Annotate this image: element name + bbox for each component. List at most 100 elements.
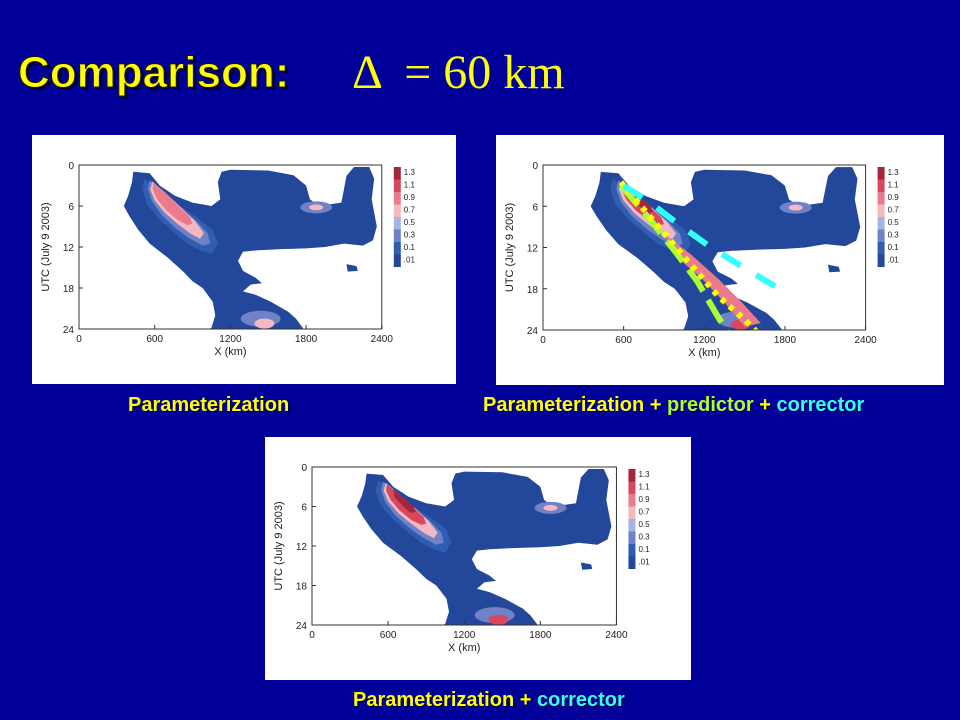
contour-field <box>357 469 612 625</box>
x-tick-label: 1200 <box>453 630 476 641</box>
y-tick-label: 0 <box>301 463 307 474</box>
caption-predictor-corrector: Parameterization + predictor + corrector <box>483 394 864 417</box>
legend-swatch <box>393 242 401 255</box>
contour-level-09 <box>152 182 193 226</box>
legend-label: 0.9 <box>888 193 900 202</box>
legend-swatch <box>877 242 885 255</box>
x-axis-label: X (km) <box>688 347 720 359</box>
y-axis-label: UTC (July 9 2003) <box>40 202 52 291</box>
legend-label: 0.7 <box>638 508 650 517</box>
caption-parameterization: Parameterization <box>128 394 290 416</box>
slide-title: Comparison: <box>17 48 290 98</box>
legend-label: 0.5 <box>638 520 650 529</box>
x-tick-label: 1800 <box>774 335 797 346</box>
legend-label: 0.5 <box>888 218 900 227</box>
y-tick-label: 6 <box>532 202 538 213</box>
legend-swatch <box>628 494 636 507</box>
contour-level-13 <box>393 489 416 514</box>
legend: 1.3 1.1 0.9 0.7 0.5 0.3 0.1 .01 <box>393 167 416 267</box>
contour-level-09 <box>254 318 275 329</box>
legend-label: 0.3 <box>404 231 416 240</box>
caption-corrector-text: corrector <box>536 689 625 711</box>
y-tick-label: 18 <box>296 582 308 593</box>
legend-label: 1.3 <box>404 168 416 177</box>
contour-field <box>123 167 377 329</box>
legend: 1.3 1.1 0.9 0.7 0.5 0.3 0.1 .01 <box>877 167 900 267</box>
caption-base-text: Parameterization + <box>483 394 662 416</box>
x-tick-label: 1800 <box>529 630 552 641</box>
y-tick-label: 18 <box>63 284 75 295</box>
legend-swatch <box>393 217 401 230</box>
y-tick-label: 18 <box>527 285 539 296</box>
x-tick-label: 0 <box>309 630 315 641</box>
legend-swatch <box>628 544 636 557</box>
legend-label: .01 <box>888 256 900 265</box>
chart-panel-parameterization: 0 600 1200 1800 2400 0 6 12 18 24 X (km) UTC (July … <box>32 135 456 384</box>
caption-base-text: Parameterization + <box>353 689 532 711</box>
contour-chart: 0 600 1200 1800 2400 0 6 12 18 24 X (km) UTC (July … <box>273 463 650 654</box>
y-tick-label: 24 <box>296 621 308 632</box>
x-tick-label: 2400 <box>605 630 628 641</box>
corrector-line <box>621 183 787 295</box>
y-tick-label: 24 <box>527 326 539 337</box>
x-tick-label: 1800 <box>295 334 318 345</box>
x-axis-label: X (km) <box>448 642 480 654</box>
legend-swatch <box>877 179 885 192</box>
contour-level-07 <box>788 204 803 211</box>
legend-swatch <box>393 167 401 180</box>
legend-swatch <box>393 229 401 242</box>
x-axis-label: X (km) <box>214 346 246 358</box>
legend-label: 0.1 <box>404 243 416 252</box>
legend-label: 0.7 <box>404 206 416 215</box>
y-tick-label: 12 <box>63 243 75 254</box>
contour-level-07 <box>309 204 324 211</box>
caption-corrector-only: Parameterization + corrector <box>353 689 625 712</box>
chart-panel-predictor-corrector: 0 600 1200 1800 2400 0 6 12 18 24 X (km) UTC (July … <box>496 135 944 385</box>
contour-level-07 <box>543 504 558 511</box>
legend-swatch <box>628 556 636 569</box>
legend-swatch <box>877 254 885 267</box>
legend-swatch <box>877 192 885 205</box>
legend-label: .01 <box>638 558 650 567</box>
legend-label: 0.7 <box>888 206 900 215</box>
legend-swatch <box>628 469 636 482</box>
predictor-line <box>618 183 731 330</box>
legend-label: 1.1 <box>404 181 416 190</box>
caption-corrector-text: corrector <box>776 394 865 416</box>
legend-label: 1.1 <box>638 483 650 492</box>
x-tick-label: 600 <box>146 334 163 345</box>
x-tick-label: 2400 <box>371 334 394 345</box>
x-tick-label: 0 <box>540 335 546 346</box>
contour-level-001 <box>346 264 358 272</box>
legend-swatch <box>393 204 401 217</box>
y-tick-label: 24 <box>63 325 75 336</box>
x-tick-label: 1200 <box>693 335 716 346</box>
caption-predictor-text: predictor <box>666 394 754 416</box>
legend: 1.3 1.1 0.9 0.7 0.5 0.3 0.1 .01 <box>628 469 650 569</box>
y-axis-label: UTC (July 9 2003) <box>504 203 516 292</box>
y-tick-label: 6 <box>301 503 307 514</box>
parameterization-line <box>618 180 759 330</box>
x-tick-label: 600 <box>380 630 397 641</box>
legend-label: 0.3 <box>888 231 900 240</box>
legend-swatch <box>628 506 636 519</box>
legend-swatch <box>393 192 401 205</box>
contour-level-001 <box>828 264 841 273</box>
y-tick-label: 0 <box>532 161 538 172</box>
y-tick-label: 6 <box>68 202 74 213</box>
contour-chart: 0 600 1200 1800 2400 0 6 12 18 24 X (km) UTC (July … <box>40 161 416 358</box>
y-tick-label: 0 <box>68 161 74 172</box>
x-tick-label: 1200 <box>219 334 242 345</box>
legend-label: 0.9 <box>404 193 416 202</box>
x-tick-label: 0 <box>76 334 82 345</box>
legend-label: 0.1 <box>638 545 650 554</box>
legend-swatch <box>628 519 636 532</box>
legend-label: .01 <box>404 256 416 265</box>
legend-swatch <box>628 531 636 544</box>
legend-label: 0.5 <box>404 218 416 227</box>
legend-label: 1.3 <box>638 470 650 479</box>
contour-level-001 <box>580 562 593 570</box>
y-tick-label: 12 <box>527 244 539 255</box>
y-axis-label: UTC (July 9 2003) <box>273 501 285 590</box>
legend-swatch <box>877 229 885 242</box>
